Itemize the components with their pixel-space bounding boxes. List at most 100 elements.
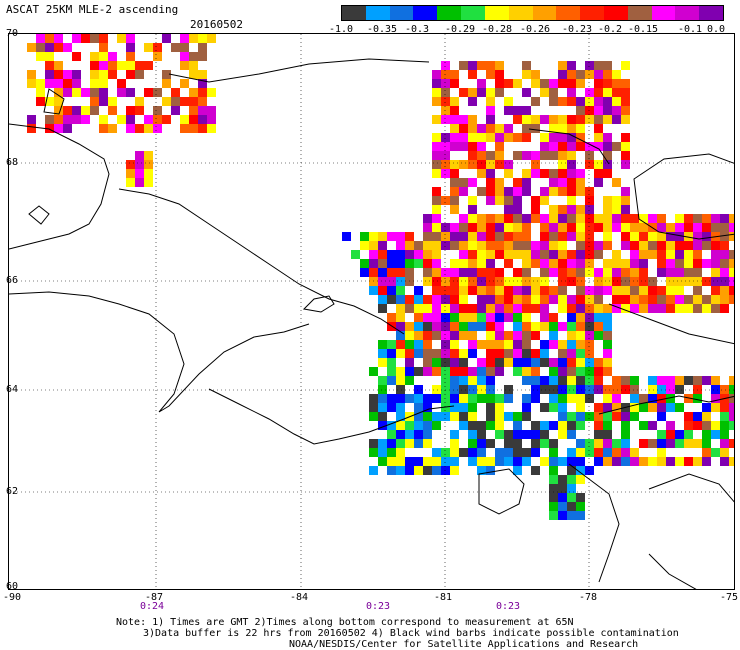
data-cell bbox=[405, 250, 414, 259]
data-cell bbox=[477, 466, 486, 475]
data-cell bbox=[450, 277, 459, 286]
data-cell bbox=[477, 439, 486, 448]
data-cell bbox=[540, 322, 549, 331]
data-cell bbox=[513, 412, 522, 421]
data-cell bbox=[648, 295, 657, 304]
data-cell bbox=[531, 79, 540, 88]
data-cell bbox=[567, 466, 576, 475]
data-cell bbox=[540, 169, 549, 178]
data-cell bbox=[540, 403, 549, 412]
data-cell bbox=[684, 259, 693, 268]
data-cell bbox=[648, 403, 657, 412]
data-cell bbox=[387, 349, 396, 358]
data-cell bbox=[45, 115, 54, 124]
data-cell bbox=[585, 205, 594, 214]
data-cell bbox=[468, 115, 477, 124]
time-label-1: 0:24 bbox=[139, 601, 165, 612]
data-cell bbox=[495, 313, 504, 322]
data-cell bbox=[549, 223, 558, 232]
data-cell bbox=[603, 97, 612, 106]
data-cell bbox=[45, 52, 54, 61]
data-cell bbox=[495, 367, 504, 376]
data-cell bbox=[576, 70, 585, 79]
data-cell bbox=[702, 439, 711, 448]
data-cell bbox=[378, 457, 387, 466]
data-cell bbox=[576, 133, 585, 142]
data-cell bbox=[441, 196, 450, 205]
data-cell bbox=[702, 277, 711, 286]
data-cell bbox=[558, 97, 567, 106]
data-cell bbox=[441, 61, 450, 70]
data-cell bbox=[405, 367, 414, 376]
data-cell bbox=[639, 421, 648, 430]
data-cell bbox=[594, 331, 603, 340]
data-cell bbox=[666, 268, 675, 277]
data-cell bbox=[378, 340, 387, 349]
data-cell bbox=[99, 43, 108, 52]
data-cell bbox=[162, 115, 171, 124]
data-cell bbox=[657, 259, 666, 268]
color-scale-segment bbox=[413, 6, 438, 20]
data-cell bbox=[477, 133, 486, 142]
data-cell bbox=[189, 106, 198, 115]
data-cell bbox=[486, 133, 495, 142]
data-cell bbox=[711, 268, 720, 277]
data-cell bbox=[450, 349, 459, 358]
data-cell bbox=[558, 493, 567, 502]
data-cell bbox=[666, 376, 675, 385]
data-cell bbox=[549, 493, 558, 502]
data-cell bbox=[396, 259, 405, 268]
data-cell bbox=[387, 421, 396, 430]
data-cell bbox=[630, 241, 639, 250]
data-cell bbox=[153, 52, 162, 61]
data-cell bbox=[621, 457, 630, 466]
data-cell bbox=[576, 187, 585, 196]
data-cell bbox=[54, 61, 63, 70]
data-cell bbox=[540, 385, 549, 394]
data-cell bbox=[621, 223, 630, 232]
data-cell bbox=[567, 223, 576, 232]
data-cell bbox=[495, 277, 504, 286]
data-cell bbox=[558, 61, 567, 70]
data-cell bbox=[432, 268, 441, 277]
data-cell bbox=[603, 88, 612, 97]
data-cell bbox=[576, 511, 585, 520]
data-cell bbox=[450, 448, 459, 457]
data-cell bbox=[126, 34, 135, 43]
data-cell bbox=[441, 241, 450, 250]
data-cell bbox=[693, 250, 702, 259]
data-cell bbox=[621, 448, 630, 457]
data-cell bbox=[558, 457, 567, 466]
data-cell bbox=[612, 70, 621, 79]
data-cell bbox=[198, 34, 207, 43]
data-cell bbox=[369, 232, 378, 241]
data-cell bbox=[423, 277, 432, 286]
data-cell bbox=[693, 421, 702, 430]
coastline bbox=[118, 188, 405, 335]
data-cell bbox=[567, 358, 576, 367]
data-cell bbox=[432, 349, 441, 358]
data-cell bbox=[54, 88, 63, 97]
data-cell bbox=[630, 277, 639, 286]
data-cell bbox=[432, 466, 441, 475]
data-cell bbox=[522, 340, 531, 349]
data-cell bbox=[594, 313, 603, 322]
data-cell bbox=[423, 232, 432, 241]
data-cell bbox=[621, 232, 630, 241]
data-cell bbox=[612, 403, 621, 412]
data-cell bbox=[612, 385, 621, 394]
data-cell bbox=[576, 97, 585, 106]
data-cell bbox=[639, 268, 648, 277]
data-cell bbox=[423, 331, 432, 340]
data-cell bbox=[378, 412, 387, 421]
data-cell bbox=[171, 97, 180, 106]
data-cell bbox=[720, 232, 729, 241]
data-cell bbox=[576, 403, 585, 412]
data-cell bbox=[720, 259, 729, 268]
data-cell bbox=[90, 61, 99, 70]
data-cell bbox=[378, 349, 387, 358]
data-cell bbox=[468, 205, 477, 214]
data-cell bbox=[693, 457, 702, 466]
data-cell bbox=[504, 250, 513, 259]
data-cell bbox=[396, 376, 405, 385]
